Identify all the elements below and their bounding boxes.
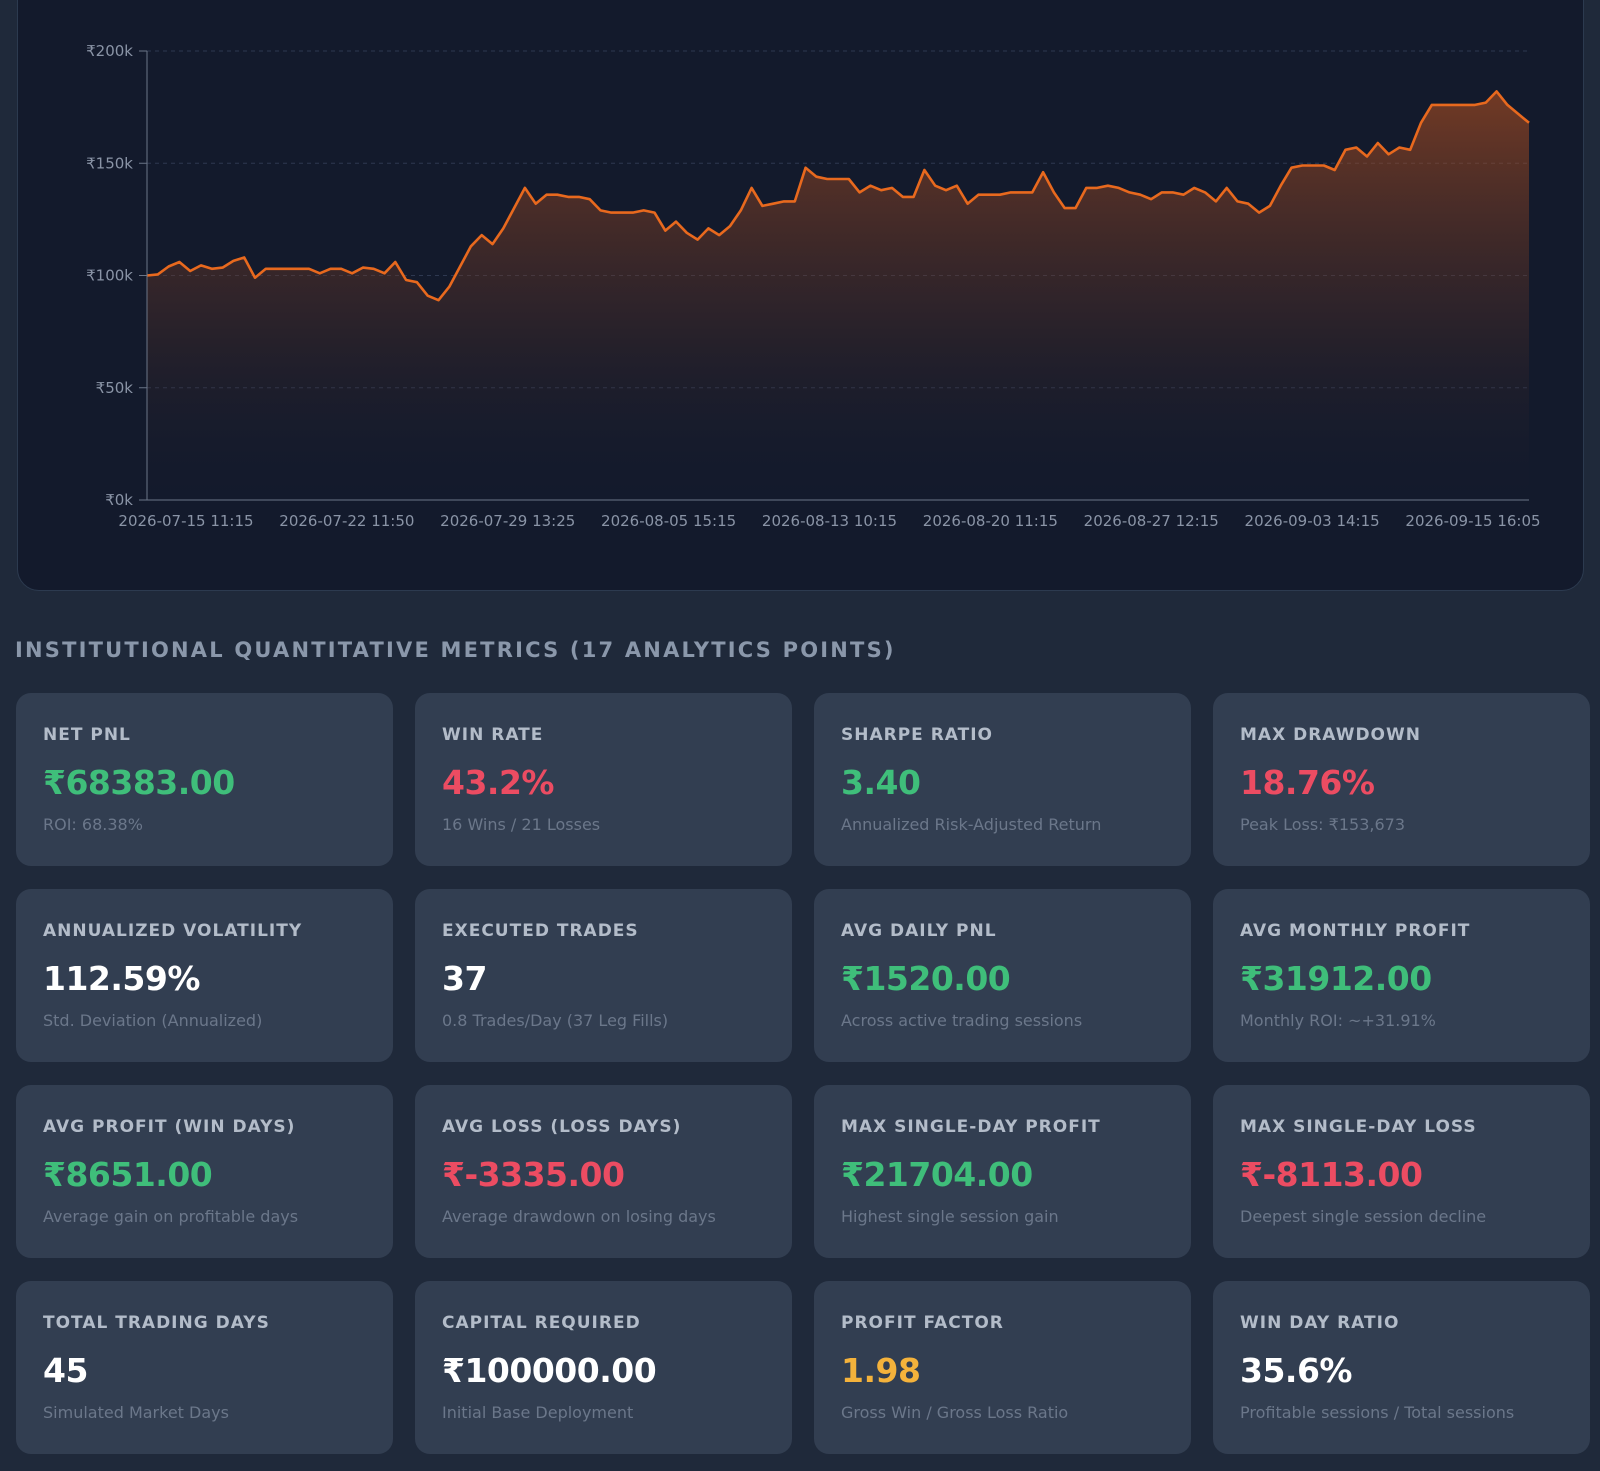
metric-subtext: 16 Wins / 21 Losses [442,815,601,834]
metric-value: 3.40 [841,763,921,802]
metric-label: WIN DAY RATIO [1240,1313,1400,1333]
metric-subtext: Simulated Market Days [43,1403,229,1422]
metric-label: AVG DAILY PNL [841,921,997,941]
metric-subtext: ROI: 68.38% [43,815,143,834]
metric-label: NET PNL [43,725,131,745]
y-tick-label: ₹50k [96,379,134,397]
metric-value: 45 [43,1351,88,1390]
metric-label: TOTAL TRADING DAYS [43,1313,270,1333]
metric-label: ANNUALIZED VOLATILITY [43,921,303,941]
metric-value: 112.59% [43,959,200,998]
metric-label: SHARPE RATIO [841,725,994,745]
equity-area-fill [147,91,1529,500]
equity-curve-chart: ₹0k ₹50k ₹100k ₹150k ₹200k 2026-07-15 11:15 2… [86,42,1540,530]
metric-value: 1.98 [841,1351,921,1390]
metric-subtext: Highest single session gain [841,1207,1059,1226]
metric-card: MAX SINGLE-DAY LOSS ₹-8113.00 Deepest sing… [1213,1085,1590,1258]
y-tick-label: ₹200k [86,42,133,60]
metric-card: AVG MONTHLY PROFIT ₹31912.00 Monthly ROI: … [1213,889,1590,1062]
metric-label: MAX SINGLE-DAY LOSS [1240,1117,1477,1137]
metric-label: MAX SINGLE-DAY PROFIT [841,1117,1101,1137]
metric-card: SHARPE RATIO 3.40 Annualized Risk-Adjusted… [814,693,1191,866]
metric-subtext: Average gain on profitable days [43,1207,299,1226]
metric-label: AVG PROFIT (WIN DAYS) [43,1117,296,1137]
metric-label: EXECUTED TRADES [442,921,639,941]
metric-card: PROFIT FACTOR 1.98 Gross Win / Gross Loss … [814,1281,1191,1454]
metric-label: AVG LOSS (LOSS DAYS) [442,1117,682,1137]
metric-subtext: Average drawdown on losing days [442,1207,716,1226]
metric-subtext: Monthly ROI: ~+31.91% [1240,1011,1436,1030]
x-tick-label: 2026-07-22 11:50 [279,512,414,530]
y-tick-label: ₹0k [105,491,133,509]
metric-value: 18.76% [1240,763,1375,802]
metric-value: ₹31912.00 [1240,959,1432,998]
metric-subtext: Peak Loss: ₹153,673 [1240,815,1405,834]
metric-card: CAPITAL REQUIRED ₹100000.00 Initial Base D… [415,1281,792,1454]
metric-label: CAPITAL REQUIRED [442,1313,641,1333]
metric-card: AVG LOSS (LOSS DAYS) ₹-3335.00 Average dra… [415,1085,792,1258]
x-tick-label: 2026-09-03 14:15 [1245,512,1380,530]
metric-value: ₹68383.00 [43,763,235,802]
y-tick-label: ₹150k [86,154,133,172]
metric-card: ANNUALIZED VOLATILITY 112.59% Std. Deviati… [16,889,393,1062]
metric-label: PROFIT FACTOR [841,1313,1004,1333]
metric-card: AVG PROFIT (WIN DAYS) ₹8651.00 Average gai… [16,1085,393,1258]
metric-card: AVG DAILY PNL ₹1520.00 Across active tradi… [814,889,1191,1062]
metric-card: WIN DAY RATIO 35.6% Profitable sessions / … [1213,1281,1590,1454]
equity-chart-panel: ₹0k ₹50k ₹100k ₹150k ₹200k 2026-07-15 11:15 2… [17,0,1584,591]
metric-label: WIN RATE [442,725,544,745]
x-tick-label: 2026-08-20 11:15 [923,512,1058,530]
x-tick-label: 2026-09-15 16:05 [1405,512,1540,530]
metric-label: MAX DRAWDOWN [1240,725,1421,745]
metric-subtext: 0.8 Trades/Day (37 Leg Fills) [442,1011,669,1030]
metric-value: ₹-8113.00 [1240,1155,1423,1194]
metric-label: AVG MONTHLY PROFIT [1240,921,1471,941]
metric-card: TOTAL TRADING DAYS 45 Simulated Market Day… [16,1281,393,1454]
metric-subtext: Deepest single session decline [1240,1207,1487,1226]
metric-card: EXECUTED TRADES 37 0.8 Trades/Day (37 Leg … [415,889,792,1062]
metric-subtext: Std. Deviation (Annualized) [43,1011,263,1030]
metric-subtext: Initial Base Deployment [442,1403,634,1422]
metric-subtext: Profitable sessions / Total sessions [1240,1403,1515,1422]
equity-series-line [146,90,1530,302]
x-tick-label: 2026-07-29 13:25 [440,512,575,530]
metric-subtext: Annualized Risk-Adjusted Return [841,815,1102,834]
metric-value: 43.2% [442,763,555,802]
metric-value: ₹8651.00 [43,1155,213,1194]
metric-value: ₹-3335.00 [442,1155,625,1194]
metric-subtext: Across active trading sessions [841,1011,1083,1030]
metric-value: 37 [442,959,487,998]
x-tick-label: 2026-08-13 10:15 [762,512,897,530]
y-tick-label: ₹100k [86,267,133,285]
metric-card: MAX SINGLE-DAY PROFIT ₹21704.00 Highest si… [814,1085,1191,1258]
metrics-heading: INSTITUTIONAL QUANTITATIVE METRICS (17 A… [15,638,896,662]
metric-value: 35.6% [1240,1351,1353,1390]
metric-card: WIN RATE 43.2% 16 Wins / 21 Losses [415,693,792,866]
x-tick-label: 2026-07-15 11:15 [118,512,253,530]
x-tick-label: 2026-08-27 12:15 [1084,512,1219,530]
metric-card: NET PNL ₹68383.00 ROI: 68.38% [16,693,393,866]
metric-subtext: Gross Win / Gross Loss Ratio [841,1403,1069,1422]
metric-value: ₹21704.00 [841,1155,1033,1194]
metric-value: ₹1520.00 [841,959,1011,998]
metric-card: MAX DRAWDOWN 18.76% Peak Loss: ₹153,673 [1213,693,1590,866]
metric-value: ₹100000.00 [442,1351,657,1390]
x-tick-label: 2026-08-05 15:15 [601,512,736,530]
